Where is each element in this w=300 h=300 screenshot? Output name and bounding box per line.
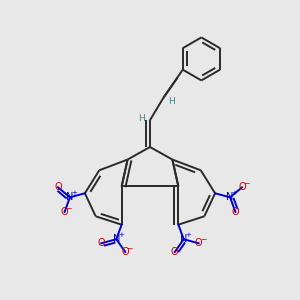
Text: +: + bbox=[232, 190, 238, 196]
Text: N: N bbox=[66, 192, 74, 202]
Text: O: O bbox=[98, 238, 105, 248]
Text: −: − bbox=[200, 235, 206, 244]
Text: O: O bbox=[122, 247, 129, 257]
Text: O: O bbox=[54, 182, 62, 192]
Text: O: O bbox=[232, 207, 239, 217]
Text: O: O bbox=[171, 247, 178, 257]
Text: H: H bbox=[138, 114, 145, 123]
Text: −: − bbox=[126, 244, 133, 253]
Text: O: O bbox=[238, 182, 246, 192]
Text: O: O bbox=[195, 238, 202, 248]
Text: O: O bbox=[61, 207, 68, 217]
Text: H: H bbox=[168, 97, 175, 106]
Text: N: N bbox=[112, 234, 120, 244]
Text: −: − bbox=[243, 179, 249, 188]
Text: N: N bbox=[180, 234, 188, 244]
Text: +: + bbox=[185, 232, 191, 238]
Text: −: − bbox=[66, 204, 72, 213]
Text: +: + bbox=[71, 190, 77, 196]
Text: N: N bbox=[226, 192, 234, 202]
Text: +: + bbox=[118, 232, 124, 238]
